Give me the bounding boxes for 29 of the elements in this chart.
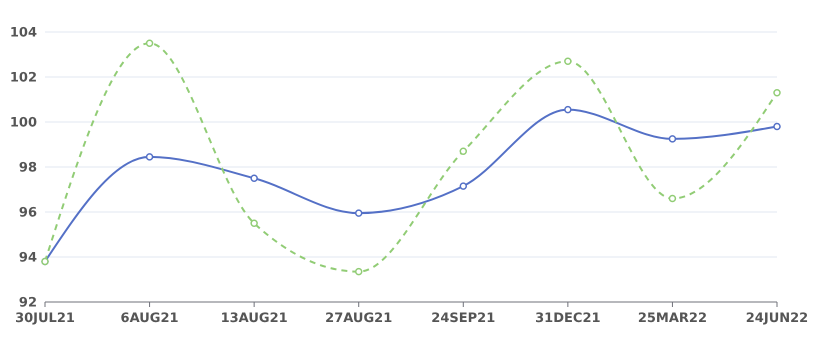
- point: [250, 220, 258, 227]
- x-tick-label: 25MAR22: [638, 311, 708, 326]
- y-tick-label: 92: [18, 296, 37, 311]
- x-tick-label: 24JUN22: [746, 311, 808, 326]
- point: [668, 194, 676, 202]
- x-tick-label: 31DEC21: [535, 311, 601, 326]
- x-tick-label: 27AUG21: [325, 311, 392, 326]
- y-tick-label: 94: [18, 250, 37, 266]
- y-tick-label: 100: [10, 116, 37, 131]
- point: [773, 89, 781, 96]
- y-tick-label: 96: [18, 206, 37, 221]
- point: [146, 40, 154, 47]
- x-tick-label: 30JUL21: [15, 311, 75, 326]
- point: [773, 122, 781, 130]
- x-tick-label: 13AUG21: [220, 311, 288, 326]
- point: [250, 174, 258, 182]
- point: [460, 182, 468, 190]
- x-tick-label: 24SEP21: [431, 311, 496, 326]
- point: [354, 268, 362, 276]
- point: [564, 58, 572, 65]
- point: [146, 153, 154, 161]
- x-tick-label: 6AUG21: [120, 311, 179, 326]
- y-tick-label: 104: [10, 26, 37, 41]
- point: [354, 209, 362, 217]
- y-tick-label: 102: [10, 70, 37, 86]
- y-tick-label: 98: [18, 160, 37, 176]
- point: [564, 106, 572, 114]
- point: [668, 135, 676, 143]
- point: [460, 148, 468, 155]
